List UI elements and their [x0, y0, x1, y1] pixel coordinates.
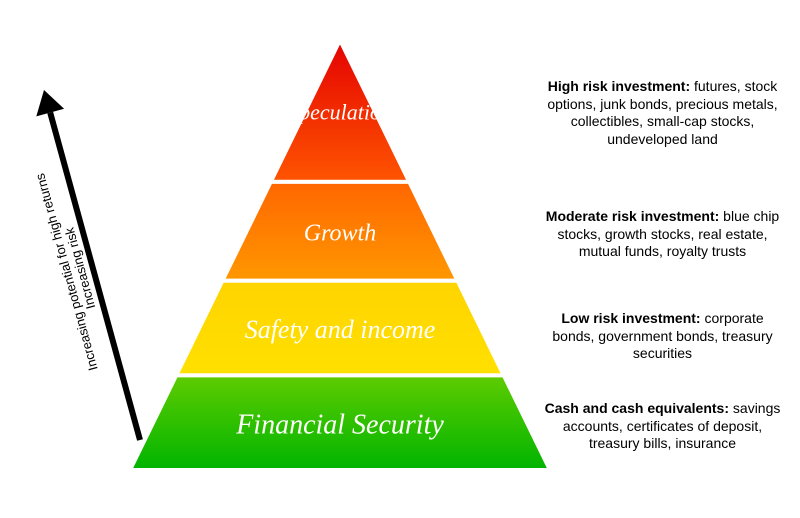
pyramid-tier-label-3: Financial Security: [235, 409, 444, 440]
arrow-label-1: Increasing potential for high returns: [32, 171, 101, 372]
tier-description-title-1: Moderate risk investment:: [546, 208, 720, 224]
risk-arrow: Increasing potential for high returnsInc…: [32, 90, 140, 440]
pyramid: Speculation Growth Safety and income Financ…: [130, 40, 550, 470]
tier-description-0: High risk investment: futures, stock opt…: [540, 78, 785, 148]
tier-description-2: Low risk investment: corporate bonds, go…: [540, 310, 785, 363]
pyramid-tier-label-2: Safety and income: [245, 315, 436, 344]
tier-description-3: Cash and cash equiva­lents: savings acco…: [540, 400, 785, 453]
pyramid-tier-label-0: Speculation: [288, 99, 392, 124]
tier-description-1: Moderate risk investment: blue chip stoc…: [540, 208, 785, 261]
pyramid-tier-label-1: Growth: [304, 220, 376, 246]
arrow-head: [36, 90, 64, 116]
tier-description-title-0: High risk investment:: [548, 78, 690, 94]
tier-description-title-2: Low risk investment:: [561, 310, 700, 326]
tier-description-title-3: Cash and cash equiva­lents:: [545, 400, 729, 416]
